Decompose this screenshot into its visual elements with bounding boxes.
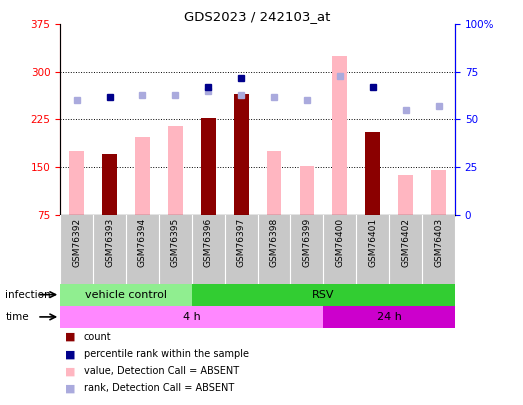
- Text: ■: ■: [65, 366, 76, 376]
- Text: GSM76403: GSM76403: [434, 218, 443, 267]
- Text: ■: ■: [65, 349, 76, 359]
- Text: GSM76398: GSM76398: [269, 218, 279, 267]
- Text: GSM76392: GSM76392: [72, 218, 81, 267]
- Bar: [300, 166, 314, 215]
- Bar: [135, 137, 150, 215]
- Bar: [333, 56, 347, 215]
- Bar: [234, 94, 248, 215]
- Text: GSM76402: GSM76402: [401, 218, 410, 267]
- Text: vehicle control: vehicle control: [85, 290, 167, 300]
- Text: GSM76395: GSM76395: [171, 218, 180, 267]
- Bar: [323, 306, 455, 328]
- Text: infection: infection: [5, 290, 51, 300]
- Text: time: time: [5, 312, 29, 322]
- Text: ■: ■: [65, 332, 76, 342]
- Text: GSM76396: GSM76396: [204, 218, 213, 267]
- Text: GSM76393: GSM76393: [105, 218, 114, 267]
- Bar: [60, 284, 192, 306]
- Text: value, Detection Call = ABSENT: value, Detection Call = ABSENT: [84, 366, 239, 376]
- Text: GSM76397: GSM76397: [236, 218, 246, 267]
- Text: 4 h: 4 h: [183, 312, 201, 322]
- Title: GDS2023 / 242103_at: GDS2023 / 242103_at: [185, 10, 331, 23]
- Text: 24 h: 24 h: [377, 312, 402, 322]
- Bar: [366, 132, 380, 215]
- Bar: [192, 284, 455, 306]
- Bar: [60, 306, 323, 328]
- Text: ■: ■: [65, 384, 76, 393]
- Bar: [102, 154, 117, 215]
- Text: GSM76401: GSM76401: [368, 218, 377, 267]
- Text: GSM76400: GSM76400: [335, 218, 344, 267]
- Bar: [168, 126, 183, 215]
- Text: GSM76399: GSM76399: [302, 218, 311, 267]
- Text: count: count: [84, 332, 111, 342]
- Bar: [69, 151, 84, 215]
- Text: rank, Detection Call = ABSENT: rank, Detection Call = ABSENT: [84, 384, 234, 393]
- Text: RSV: RSV: [312, 290, 335, 300]
- Bar: [267, 151, 281, 215]
- Bar: [398, 175, 413, 215]
- Text: percentile rank within the sample: percentile rank within the sample: [84, 349, 248, 359]
- Bar: [201, 117, 215, 215]
- Text: GSM76394: GSM76394: [138, 218, 147, 267]
- Bar: [431, 170, 446, 215]
